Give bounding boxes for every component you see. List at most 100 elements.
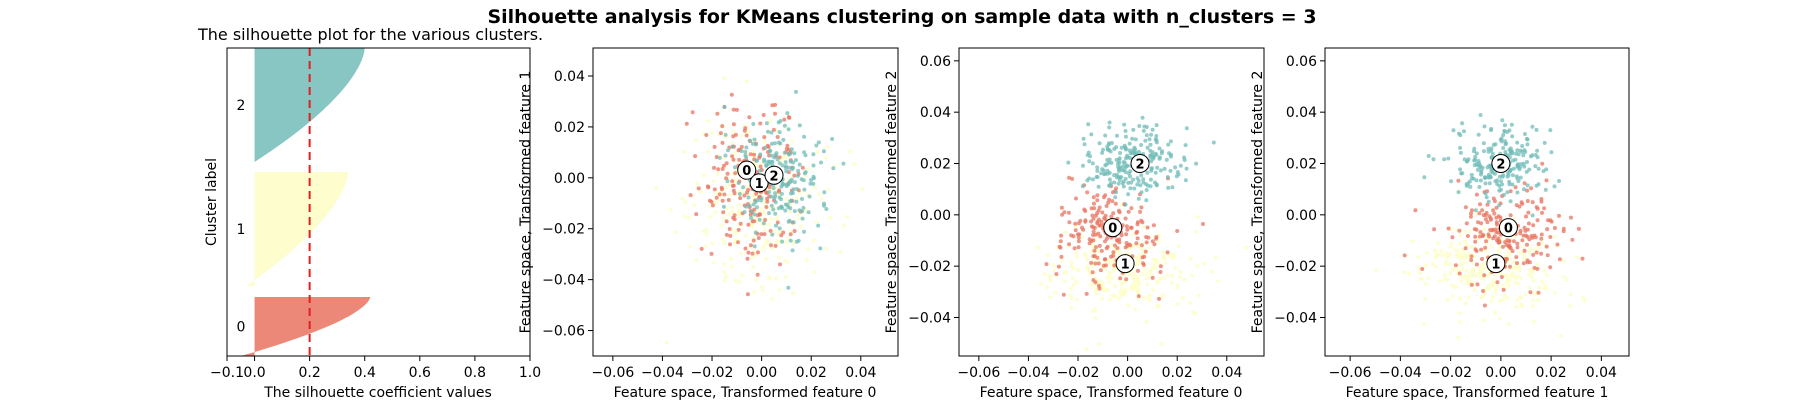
data-point (1495, 222, 1499, 227)
data-point (1468, 214, 1473, 219)
data-point (1481, 213, 1486, 218)
data-point (709, 251, 714, 256)
data-point (1542, 140, 1547, 145)
center-label: 2 (1135, 158, 1144, 173)
data-point (1523, 292, 1528, 297)
data-point (1107, 141, 1111, 146)
data-point (1092, 201, 1096, 206)
data-point (1107, 125, 1112, 130)
data-point (1102, 267, 1107, 272)
data-point (1557, 257, 1562, 262)
cluster-center-0: 0 (1103, 218, 1123, 238)
data-point (1426, 154, 1431, 158)
data-point (729, 92, 734, 97)
data-point (748, 152, 753, 157)
scatter-plot-feature1-vs-feature2: 012 −0.06 −0.04 −0.02 0.00 0.02 0.04−0.04−0.0… (1250, 47, 1630, 400)
data-point (702, 173, 706, 178)
data-point (1131, 274, 1136, 278)
y-tick-label: 0.04 (554, 69, 585, 85)
data-point (1115, 133, 1119, 138)
data-point (718, 131, 723, 136)
data-point (1568, 292, 1573, 297)
x-tick-label: 0.02 (796, 365, 827, 381)
x-tick-label: 0.00 (1485, 365, 1516, 381)
data-point (1170, 256, 1175, 261)
data-point (1148, 269, 1153, 274)
data-point (1148, 142, 1153, 147)
y-tick-label: 0.02 (1286, 157, 1317, 173)
data-point (1539, 240, 1544, 245)
data-point (1533, 235, 1538, 240)
data-point (1463, 246, 1468, 251)
data-point (779, 184, 784, 189)
data-point (1504, 273, 1509, 278)
data-point (1075, 297, 1079, 302)
data-point (814, 220, 819, 225)
data-point (1143, 249, 1148, 254)
data-point (738, 196, 743, 201)
data-point (1069, 286, 1073, 291)
data-point (1095, 198, 1100, 203)
data-point (1197, 293, 1201, 298)
data-point (1144, 320, 1149, 324)
data-point (1519, 162, 1524, 167)
data-point (1496, 248, 1501, 253)
data-point (1463, 260, 1467, 265)
data-point (1479, 269, 1484, 274)
data-point (1536, 166, 1541, 171)
data-point (1103, 133, 1108, 138)
data-point (790, 248, 795, 253)
data-point (814, 143, 819, 148)
data-point (1497, 188, 1502, 193)
data-point (1482, 124, 1487, 129)
data-point (1073, 228, 1078, 233)
data-point (1458, 233, 1463, 238)
data-point (736, 227, 741, 232)
data-point (1137, 253, 1141, 258)
data-point (1514, 255, 1519, 260)
data-point (1069, 233, 1074, 238)
data-point (777, 161, 782, 166)
data-point (751, 290, 756, 295)
data-point (1108, 297, 1112, 302)
data-point (759, 198, 763, 203)
data-point (1137, 280, 1142, 285)
data-point (1477, 161, 1481, 166)
data-point (1060, 258, 1065, 263)
data-point (1468, 229, 1473, 234)
data-point (1508, 264, 1512, 269)
data-point (794, 187, 799, 191)
data-point (739, 273, 744, 278)
data-point (1542, 206, 1547, 211)
data-point (1089, 206, 1094, 211)
data-point (1540, 280, 1545, 285)
data-point (744, 79, 749, 84)
data-point (1080, 235, 1085, 240)
data-point (775, 220, 780, 225)
data-point (1070, 176, 1075, 181)
data-point (1543, 187, 1548, 192)
data-point (1101, 263, 1106, 268)
data-point (725, 171, 730, 176)
data-point (1144, 188, 1149, 192)
data-point (848, 149, 853, 154)
center-label: 1 (1121, 258, 1130, 273)
data-point (1139, 190, 1144, 195)
data-point (1084, 291, 1089, 296)
data-point (1536, 245, 1541, 250)
data-point (1482, 226, 1487, 231)
data-point (767, 211, 771, 216)
data-point (1129, 151, 1134, 156)
data-point (773, 200, 778, 205)
data-point (1442, 272, 1447, 277)
data-point (825, 145, 830, 149)
data-point (1104, 287, 1109, 292)
data-point (1475, 282, 1480, 287)
data-point (1521, 261, 1526, 266)
data-point (762, 157, 767, 162)
data-point (1478, 165, 1483, 170)
data-point (1483, 217, 1488, 222)
data-point (720, 198, 725, 203)
data-point (1513, 275, 1518, 280)
cluster-center-1: 1 (749, 173, 769, 193)
